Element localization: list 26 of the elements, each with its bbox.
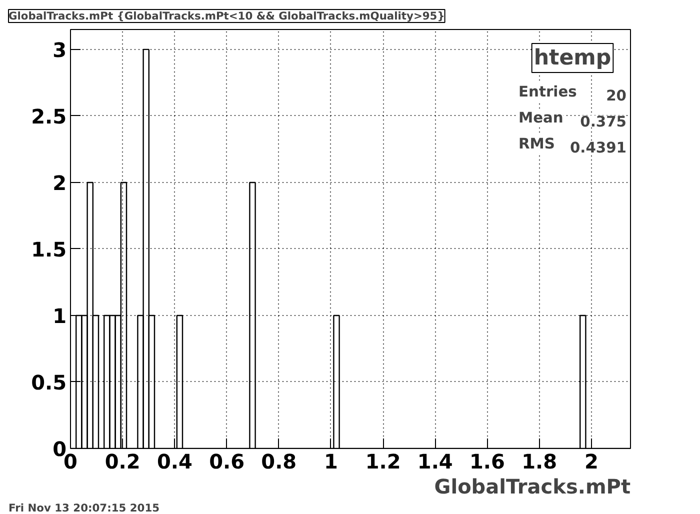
- y-tick-label: 0.5: [31, 370, 67, 394]
- annotation: Mean: [518, 110, 564, 126]
- x-axis-title: GlobalTracks.mPt: [434, 474, 631, 498]
- x-tick-label: 0.2: [104, 450, 140, 474]
- x-tick-label: 1.6: [470, 450, 505, 474]
- y-tick-label: 1: [52, 304, 67, 328]
- x-tick-label: 1.8: [522, 450, 558, 474]
- x-tick-label: 0.8: [261, 450, 297, 474]
- y-tick-label: 2: [52, 170, 67, 195]
- x-tick-label: 1: [324, 450, 338, 474]
- x-tick-label: 1.4: [417, 450, 453, 474]
- annotation: 20: [606, 88, 627, 104]
- annotation: 0.375: [580, 114, 626, 130]
- y-tick-label: 1.5: [31, 237, 67, 262]
- y-tick-label: 2.5: [31, 104, 67, 128]
- annotation: 0.4391: [570, 140, 627, 156]
- x-tick-label: 0.4: [156, 450, 192, 474]
- annotation: Entries: [518, 84, 578, 100]
- text: Fri Nov 13 20:07:15 2015: [8, 502, 160, 514]
- y-tick-label: 3: [52, 38, 67, 62]
- x-tick-label: 1.2: [365, 450, 401, 474]
- x-tick-label: 2: [584, 450, 598, 474]
- annotation: htemp: [534, 46, 612, 70]
- annotation: RMS: [518, 136, 555, 152]
- chart-title: GlobalTracks.mPt {GlobalTracks.mPt<10 && GlobalTracks.mQuality>95}: [8, 10, 445, 22]
- x-tick-label: 0.6: [209, 450, 244, 474]
